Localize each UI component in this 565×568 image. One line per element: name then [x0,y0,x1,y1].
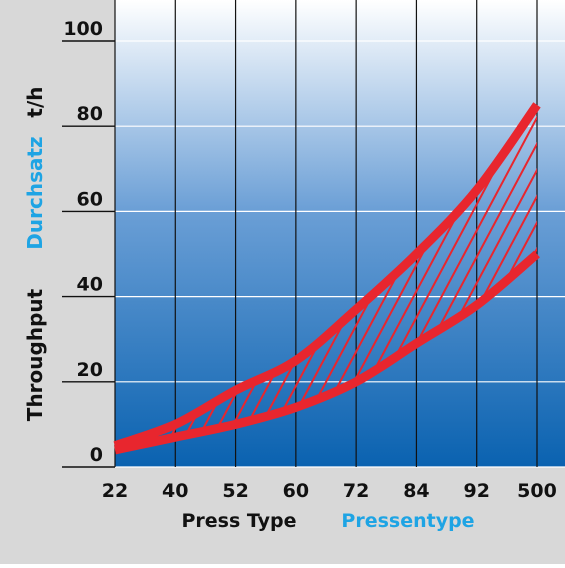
y-tick-label-0: 0 [90,444,103,466]
x-axis-tick-labels: 22 40 52 60 72 84 92 500 [102,480,557,502]
series-curves [113,102,541,455]
x-tick-label-84: 84 [403,480,429,502]
x-tick-label-92: 92 [463,480,489,502]
y-tick-label-60: 60 [77,188,103,210]
x-tick-label-52: 52 [222,480,248,502]
y-tick-label-100: 100 [63,18,103,40]
y-axis-label-german: Durchsatz [23,136,47,249]
x-tick-label-500: 500 [517,480,557,502]
y-axis-label-english: Throughput [23,288,47,421]
x-axis-label-english: Press Type [182,510,297,532]
y-axis-unit: t/h [23,86,47,117]
x-tick-label-60: 60 [283,480,309,502]
y-axis-tick-labels: 0 20 40 60 80 100 [62,18,115,468]
y-axis-label-group: Throughput Durchsatz t/h [23,86,47,421]
hatch-line [0,37,20,487]
vertical-gridlines [114,0,538,467]
plot-area [115,0,565,467]
y-tick-label-40: 40 [77,274,103,296]
x-tick-label-40: 40 [162,480,188,502]
y-tick-label-80: 80 [77,103,103,125]
hatch-line [0,37,6,487]
series-line-upper [113,102,541,450]
horizontal-gridlines [115,40,565,468]
x-tick-label-72: 72 [343,480,369,502]
series-line-lower [114,250,540,455]
x-axis-label-german: Pressentype [341,510,474,532]
y-tick-label-20: 20 [77,359,103,381]
hatch-line [115,104,133,450]
x-tick-label-22: 22 [102,480,128,502]
